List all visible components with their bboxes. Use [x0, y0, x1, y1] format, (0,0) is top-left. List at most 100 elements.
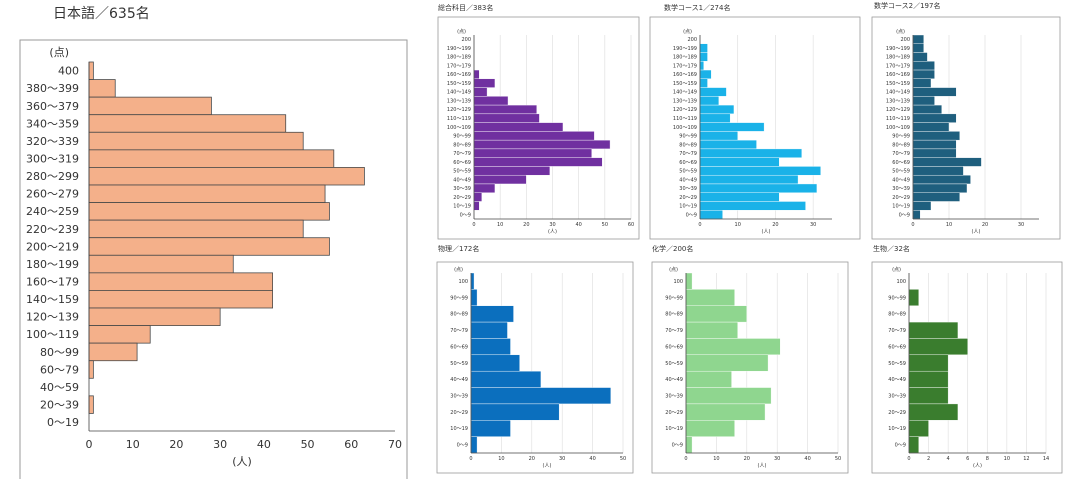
x-tick-label: 30	[213, 438, 227, 451]
chart-title: 日本語／635名	[53, 6, 150, 22]
y-tick-label: 80〜89	[450, 312, 468, 318]
y-tick-label: 60〜69	[892, 160, 910, 166]
bar	[470, 305, 514, 323]
y-tick-label: 150〜159	[886, 81, 910, 87]
y-tick-label: 200〜219	[26, 240, 79, 253]
bar	[88, 131, 304, 151]
bar	[912, 43, 925, 53]
bar	[88, 254, 234, 274]
bar	[470, 403, 560, 421]
bar	[88, 79, 116, 98]
bar	[908, 289, 919, 306]
y-tick-label: 70〜79	[888, 328, 906, 334]
y-tick-label: 60〜69	[679, 160, 697, 166]
y-tick-label: 160〜169	[886, 72, 910, 78]
y-tick-label: 30〜39	[450, 393, 468, 399]
y-tick-label: 340〜359	[26, 117, 79, 130]
y-tick-label: 80〜89	[888, 312, 906, 318]
bar	[685, 289, 735, 306]
chart-frame	[871, 16, 1061, 240]
y-tick-label: 100〜109	[886, 125, 910, 131]
bar	[699, 96, 720, 106]
y-axis-label: (点)	[669, 267, 678, 273]
x-tick-label: 0	[698, 222, 701, 228]
bar	[685, 272, 693, 290]
y-tick-label: 400	[58, 65, 79, 78]
x-tick-label: 20	[772, 222, 778, 228]
bar	[912, 104, 942, 115]
y-tick-label: 50〜59	[665, 361, 683, 367]
y-tick-label: 0〜9	[457, 443, 468, 449]
x-tick-label: 60	[628, 222, 634, 228]
x-tick-label: 20	[523, 222, 529, 228]
bar	[699, 43, 708, 53]
bar	[912, 210, 921, 220]
bar	[908, 338, 968, 356]
y-tick-label: 90〜99	[665, 295, 683, 301]
bar	[473, 183, 496, 193]
y-tick-label: 100	[896, 279, 906, 285]
bar	[699, 87, 727, 97]
y-tick-label: 180〜189	[673, 55, 697, 61]
y-tick-label: 30〜39	[453, 186, 471, 192]
y-tick-label: 50〜59	[679, 169, 697, 175]
y-tick-label: 10〜19	[888, 426, 906, 432]
y-tick-label: 20〜29	[453, 195, 471, 201]
x-tick-label: 20	[982, 222, 988, 228]
bar	[88, 61, 94, 80]
bar	[470, 436, 478, 454]
y-tick-label: 110〜119	[447, 116, 471, 122]
y-tick-label: 100〜109	[673, 125, 697, 131]
bar	[470, 289, 478, 306]
x-tick-label: 10	[713, 456, 719, 462]
y-tick-label: 220〜239	[26, 223, 79, 236]
x-tick-label: 30	[559, 456, 565, 462]
y-tick-label: 260〜279	[26, 188, 79, 201]
bar	[912, 113, 957, 123]
bar	[473, 201, 480, 211]
x-axis-label: (人)	[548, 229, 557, 235]
x-tick-label: 20	[529, 456, 535, 462]
y-tick-label: 40〜59	[40, 381, 79, 394]
bar	[685, 420, 735, 437]
x-tick-label: 70	[388, 438, 402, 451]
y-tick-label: 120〜129	[673, 107, 697, 113]
y-tick-label: 120〜139	[26, 311, 79, 324]
bar	[473, 87, 488, 97]
x-tick-label: 0	[907, 456, 910, 462]
y-tick-label: 20〜29	[450, 410, 468, 416]
bar	[912, 183, 968, 193]
y-tick-label: 50〜59	[450, 361, 468, 367]
y-tick-label: 140〜159	[26, 293, 79, 306]
chart-title: 化学／200名	[652, 244, 693, 253]
chart-7: 生物／32名10090〜9980〜8970〜7960〜6950〜5940〜493…	[871, 244, 1063, 474]
y-tick-label: 40〜49	[679, 177, 697, 183]
y-axis-label: (点)	[892, 267, 901, 273]
bar	[912, 87, 957, 97]
x-tick-label: 10	[735, 222, 741, 228]
bar	[685, 370, 732, 388]
y-tick-label: 180〜189	[447, 55, 471, 61]
bar	[88, 149, 335, 168]
bar	[699, 192, 780, 202]
y-tick-label: 90〜99	[888, 295, 906, 301]
x-tick-label: 4	[947, 456, 950, 462]
y-tick-label: 160〜169	[447, 72, 471, 78]
y-tick-label: 190〜199	[673, 46, 697, 52]
x-axis-label: (人)	[758, 463, 767, 469]
bar	[685, 338, 781, 356]
y-tick-label: 200	[461, 37, 471, 43]
y-tick-label: 180〜199	[26, 258, 79, 271]
y-tick-label: 0〜9	[686, 212, 697, 218]
bar	[473, 131, 595, 141]
y-tick-label: 40〜49	[450, 377, 468, 383]
x-tick-label: 30	[774, 456, 780, 462]
bar	[88, 272, 274, 291]
y-tick-label: 100〜109	[447, 125, 471, 131]
chart-frame	[436, 261, 634, 474]
y-tick-label: 320〜339	[26, 135, 79, 148]
bar	[699, 157, 780, 167]
y-tick-label: 40〜49	[892, 177, 910, 183]
bar	[699, 183, 818, 193]
bar	[912, 96, 935, 106]
